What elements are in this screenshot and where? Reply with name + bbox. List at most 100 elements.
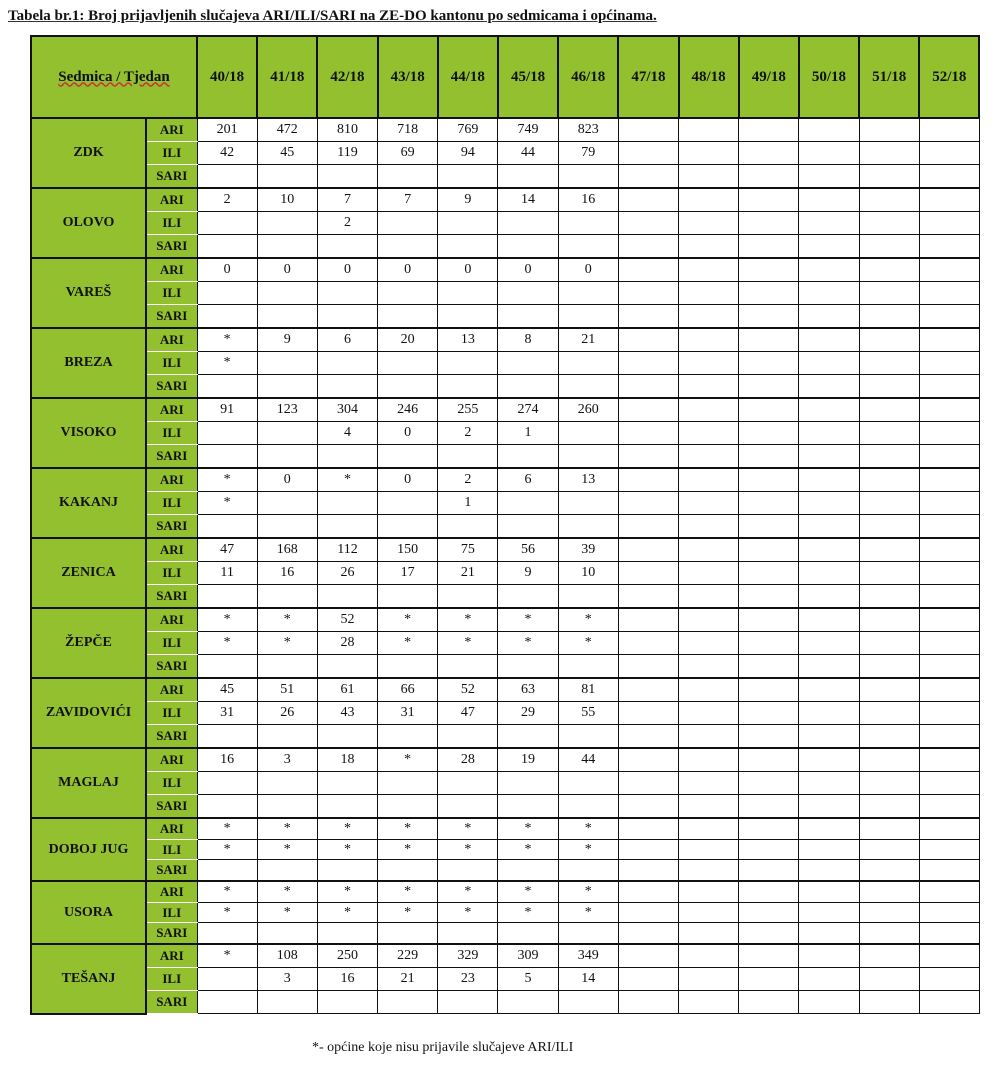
value-cell: 47 xyxy=(196,537,258,562)
value-cell xyxy=(738,537,800,562)
value-cell xyxy=(918,374,980,399)
value-cell: 66 xyxy=(377,677,439,702)
value-cell xyxy=(738,816,800,840)
value-cell xyxy=(798,747,860,772)
value-cell xyxy=(256,164,318,189)
value-cell xyxy=(617,327,680,352)
value-cell xyxy=(377,491,439,515)
value-cell xyxy=(738,794,800,819)
case-type-label: ARI xyxy=(145,327,198,352)
value-cell: 29 xyxy=(497,701,559,725)
value-cell xyxy=(798,880,860,903)
value-cell xyxy=(377,304,439,329)
value-cell xyxy=(617,859,680,882)
value-cell xyxy=(918,234,980,259)
value-cell xyxy=(497,794,559,819)
value-cell: * xyxy=(557,607,619,632)
case-type-label: ILI xyxy=(145,281,198,305)
value-cell xyxy=(677,747,740,772)
value-cell xyxy=(677,771,740,795)
value-cell xyxy=(617,117,680,142)
value-cell xyxy=(617,654,680,679)
value-cell xyxy=(798,537,860,562)
value-cell xyxy=(677,351,740,375)
value-cell: * xyxy=(497,838,559,861)
case-type-label: ARI xyxy=(145,117,198,142)
value-cell xyxy=(858,880,920,903)
value-cell xyxy=(738,654,800,679)
value-cell xyxy=(858,257,920,282)
value-cell: 718 xyxy=(377,117,439,142)
value-cell: 0 xyxy=(437,257,499,282)
value-cell xyxy=(256,234,318,259)
value-cell xyxy=(557,990,619,1015)
value-cell xyxy=(738,304,800,329)
value-cell xyxy=(316,514,379,539)
value-cell xyxy=(677,421,740,445)
value-cell: * xyxy=(196,351,258,375)
value-cell xyxy=(557,444,619,469)
value-cell xyxy=(316,771,379,795)
value-cell xyxy=(858,631,920,655)
value-cell: * xyxy=(256,880,318,903)
value-cell: * xyxy=(256,607,318,632)
case-type-label: ILI xyxy=(145,351,198,375)
value-cell xyxy=(858,537,920,562)
value-cell: 229 xyxy=(377,943,439,969)
value-cell: * xyxy=(316,880,379,903)
value-cell xyxy=(256,491,318,515)
value-cell xyxy=(798,327,860,352)
value-cell: 16 xyxy=(196,747,258,772)
table-row: ILI 31 26 43 31 47 29 55 xyxy=(31,701,980,725)
value-cell xyxy=(858,561,920,585)
value-cell xyxy=(617,467,680,492)
value-cell xyxy=(738,631,800,655)
table-row: ILI 2 xyxy=(31,211,980,235)
value-cell xyxy=(677,922,740,945)
value-cell: 63 xyxy=(497,677,559,702)
value-cell xyxy=(918,943,980,969)
value-cell xyxy=(316,234,379,259)
value-cell xyxy=(437,211,499,235)
value-cell xyxy=(256,304,318,329)
value-cell xyxy=(677,816,740,840)
value-cell: 14 xyxy=(497,187,559,212)
value-cell xyxy=(918,747,980,772)
table-row: SARI xyxy=(31,514,980,539)
value-cell xyxy=(617,421,680,445)
week-header-40-18: 40/18 xyxy=(195,35,259,119)
value-cell: 16 xyxy=(557,187,619,212)
value-cell xyxy=(858,859,920,882)
case-type-label: ARI xyxy=(145,257,198,282)
value-cell xyxy=(677,444,740,469)
value-cell xyxy=(918,771,980,795)
table-row: VAREŠ ARI 0 0 0 0 0 0 0 xyxy=(30,257,980,329)
value-cell xyxy=(738,374,800,399)
value-cell: 21 xyxy=(557,327,619,352)
value-cell xyxy=(557,771,619,795)
value-cell xyxy=(738,211,800,235)
table-row: ZDK ARI 201 472 810 718 769 749 823 xyxy=(30,117,980,189)
value-cell xyxy=(918,838,980,861)
value-cell: * xyxy=(316,838,379,861)
value-cell xyxy=(196,794,258,819)
value-cell xyxy=(918,794,980,819)
value-cell xyxy=(677,141,740,165)
value-cell xyxy=(557,859,619,882)
value-cell: * xyxy=(316,901,379,924)
value-cell: * xyxy=(497,901,559,924)
value-cell: 21 xyxy=(437,561,499,585)
value-cell: * xyxy=(557,816,619,840)
value-cell xyxy=(858,654,920,679)
value-cell: 2 xyxy=(196,187,258,212)
value-cell xyxy=(918,467,980,492)
value-cell: * xyxy=(377,816,439,840)
value-cell xyxy=(677,561,740,585)
table-row: SARI xyxy=(31,444,980,469)
value-cell xyxy=(497,654,559,679)
week-header-43-18: 43/18 xyxy=(376,35,439,119)
value-cell xyxy=(497,234,559,259)
value-cell xyxy=(256,990,318,1015)
value-cell xyxy=(617,990,680,1015)
value-cell: 255 xyxy=(437,397,499,422)
